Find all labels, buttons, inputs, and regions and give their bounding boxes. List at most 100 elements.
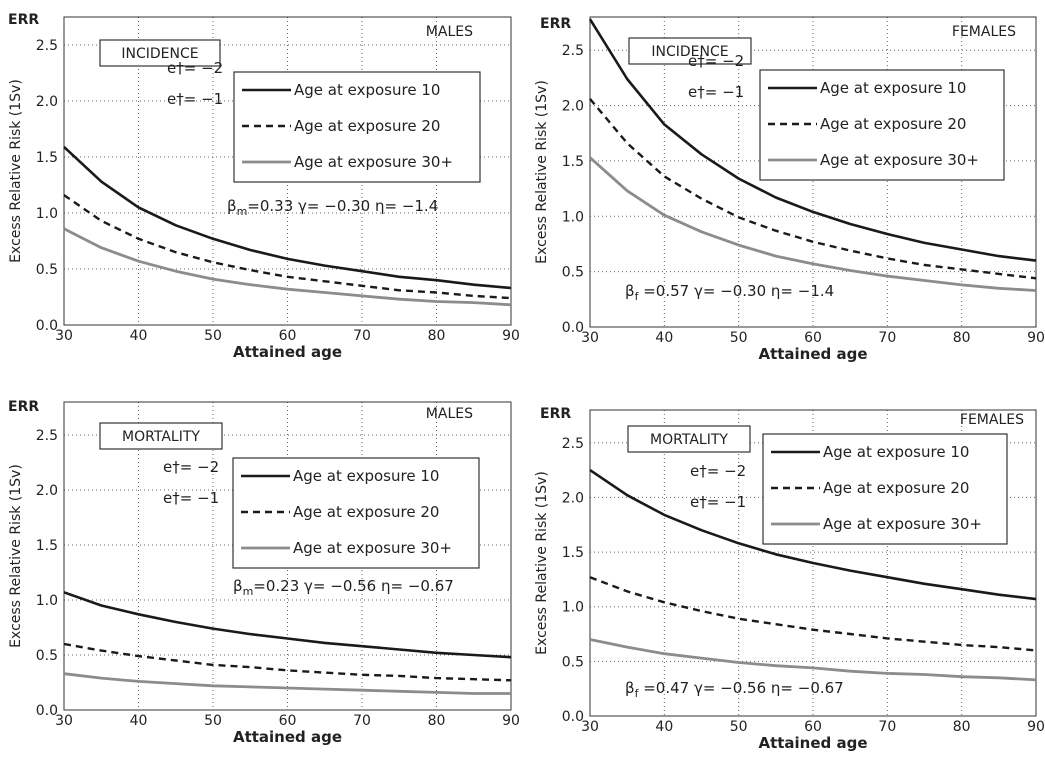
y-tick-label: 0.0 [562,709,584,725]
x-tick-label: 70 [878,330,896,346]
x-axis-label: Attained age [233,728,342,746]
x-tick-label: 50 [204,713,222,729]
y-tick-label: 0.0 [562,320,584,336]
series-line-1 [588,18,1037,262]
x-tick-label: 40 [130,713,148,729]
panel-type-box [627,425,751,453]
x-tick-label: 40 [655,330,673,346]
x-tick-label: 50 [730,330,748,346]
y-tick-label: 2.0 [562,490,584,506]
x-tick-label: 50 [204,328,222,344]
legend-item-label: Age at exposure 10 [293,467,439,485]
beta-subscript: f [635,687,640,700]
y-axis-label: Excess Relative Risk (1Sv) [534,80,550,264]
series-line-1 [63,145,512,290]
y-tick-label: 0.5 [562,265,584,281]
legend-item-label: Age at exposure 10 [820,79,966,97]
y-tick-label: 1.0 [36,206,58,222]
y-tick-label: 2.0 [36,483,58,499]
e-dagger-text: e†= −1 [163,489,219,507]
x-tick-label: 70 [353,328,371,344]
panel-type-label: MORTALITY [122,429,200,445]
params-rest: =0.33 γ= −0.30 η= −1.4 [247,197,438,215]
series-line-2 [589,576,1037,652]
legend-item-label: Age at exposure 30+ [820,151,979,169]
x-tick-label: 80 [428,713,446,729]
plot-frame [63,401,512,711]
x-tick-label: 90 [1027,719,1045,735]
x-tick-label: 60 [279,713,297,729]
series-line-3 [63,672,511,695]
x-tick-label: 60 [804,719,822,735]
series-line-3 [589,156,1037,292]
err-label: ERR [540,16,571,32]
y-axis-label: Excess Relative Risk (1Sv) [534,471,550,655]
chart-panel-2: 30 40 50 60 70 80 90 0.0 0.5 1.0 1.5 2.0 2.5 ERR Attai… [534,16,1045,363]
legend-item-label: Age at exposure 30+ [823,515,982,533]
e-dagger-text: e†= −1 [688,83,744,101]
y-axis-label: Excess Relative Risk (1Sv) [8,464,24,648]
legend-item-label: Age at exposure 20 [823,479,969,497]
x-axis-label: Attained age [758,734,867,752]
y-tick-label: 1.5 [36,538,58,554]
y-tick-label: 2.0 [562,99,584,115]
legend-item-label: Age at exposure 10 [294,81,440,99]
corner-label: FEMALES [960,412,1024,428]
x-tick-label: 90 [502,713,520,729]
legend-item-label: Age at exposure 20 [294,117,440,135]
x-tick-label: 90 [1027,330,1045,346]
chart-panel-1: 30 40 50 60 70 80 90 0.0 0.5 1.0 1.5 2.0 2.5 ERR Attai… [8,12,520,361]
model-params-text: βf =0.47 γ= −0.56 η= −0.67 [625,679,844,700]
panel-type-label: MORTALITY [650,432,728,448]
y-tick-label: 1.5 [562,154,584,170]
y-axis-label: Excess Relative Risk (1Sv) [8,79,24,263]
x-tick-label: 70 [353,713,371,729]
series-line-3 [589,638,1037,682]
y-tick-label: 2.5 [36,428,58,444]
series-line-2 [589,98,1037,280]
x-tick-label: 30 [581,330,599,346]
e-dagger-text: e†= −2 [690,462,746,480]
y-tick-label: 1.5 [36,150,58,166]
err-label: ERR [540,406,571,422]
panel-type-label: INCIDENCE [651,44,728,60]
y-tick-label: 1.0 [36,593,58,609]
beta-subscript: f [635,290,640,303]
x-tick-label: 60 [804,330,822,346]
x-tick-label: 40 [655,719,673,735]
x-tick-label: 80 [953,719,971,735]
series-line-2 [63,642,512,682]
legend-item-label: Age at exposure 20 [820,115,966,133]
x-tick-label: 30 [581,719,599,735]
x-axis-label: Attained age [758,345,867,363]
y-tick-label: 2.5 [562,436,584,452]
beta-symbol: β [625,679,635,697]
e-dagger-text: e†= −2 [167,59,223,77]
corner-label: MALES [426,406,473,422]
beta-symbol: β [233,577,243,595]
x-axis-label: Attained age [233,343,342,361]
panel-type-label: INCIDENCE [121,46,198,62]
panel-type-box [99,39,221,67]
e-dagger-text: e†= −2 [688,52,744,70]
model-params-text: βm=0.23 γ= −0.56 η= −0.67 [233,577,454,598]
x-tick-label: 40 [130,328,148,344]
legend-item-label: Age at exposure 10 [823,443,969,461]
beta-subscript: m [237,205,248,218]
x-tick-label: 70 [878,719,896,735]
err-label: ERR [8,12,39,28]
legend-box [759,69,1005,181]
x-tick-label: 90 [502,328,520,344]
y-tick-label: 0.5 [36,648,58,664]
legend-item-label: Age at exposure 30+ [294,153,453,171]
plot-frame [589,409,1037,717]
chart-panel-4: 30 40 50 60 70 80 90 0.0 0.5 1.0 1.5 2.0 2.5 ERR Attai… [534,406,1045,752]
model-params-text: βm=0.33 γ= −0.30 η= −1.4 [227,197,438,218]
e-dagger-text: e†= −1 [167,90,223,108]
y-tick-label: 0.5 [562,654,584,670]
e-dagger-text: e†= −1 [690,493,746,511]
y-tick-label: 2.5 [36,38,58,54]
corner-label: FEMALES [952,24,1016,40]
model-params-text: βf =0.57 γ= −0.30 η= −1.4 [625,282,834,303]
